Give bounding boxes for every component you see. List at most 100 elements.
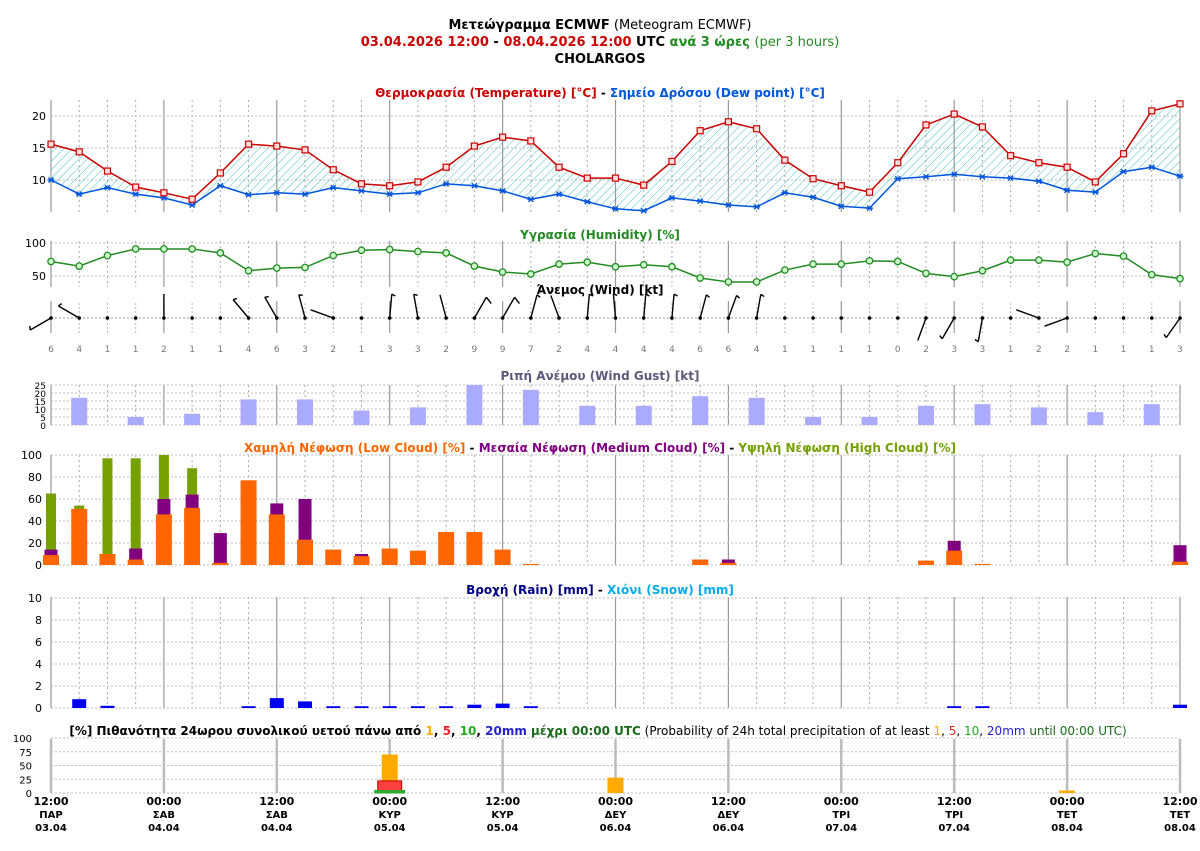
low-cloud-bar xyxy=(381,548,398,565)
dewpoint-marker-d2 xyxy=(499,187,506,194)
wind-speed-label: 1 xyxy=(867,345,873,355)
x-tick-day: ΔΕΥ xyxy=(717,810,740,821)
wind-barb xyxy=(359,316,364,320)
wind-barb xyxy=(585,293,594,320)
cloud-ytick: 20 xyxy=(28,537,42,550)
gust-bar xyxy=(635,405,652,425)
prob-title-part: [%] Πιθανότητα 24ωρου συνολικού υετού πά… xyxy=(69,724,425,738)
dewpoint-point xyxy=(527,196,535,203)
wind-station-dot xyxy=(105,316,110,320)
wind-speed-label: 1 xyxy=(105,345,111,355)
wind-speed-label: 3 xyxy=(951,345,957,355)
humidity-point xyxy=(1063,258,1071,266)
gust-ytick: 10 xyxy=(35,406,47,416)
wind-station-dot xyxy=(1149,316,1154,320)
wind-barb-flag xyxy=(939,335,943,340)
wind-barb-flag xyxy=(232,297,238,301)
dewpoint-marker-d2 xyxy=(640,207,647,214)
dewpoint-point xyxy=(894,175,902,182)
cloud-panel-title-part: Μεσαία Νέφωση (Medium Cloud) [%] xyxy=(479,441,725,455)
wind-station-dot xyxy=(811,316,815,320)
wind-barb-staff xyxy=(473,296,487,319)
temperature-point xyxy=(978,123,987,131)
temperature-point xyxy=(188,195,196,203)
temperature-point xyxy=(1148,107,1156,115)
cloud-panel-title: Χαμηλή Νέφωση (Low Cloud) [%] - Μεσαία Ν… xyxy=(244,441,956,455)
prob-title-part: , xyxy=(956,724,964,738)
dewpoint-marker-d2 xyxy=(273,189,280,196)
wind-calm-dot xyxy=(895,316,900,320)
wind-barb xyxy=(726,294,741,320)
rain-bar xyxy=(947,706,962,708)
wind-speed-label: 1 xyxy=(810,345,816,355)
wind-barb-staff xyxy=(941,317,955,340)
humidity-point xyxy=(357,246,366,255)
gust-bar xyxy=(917,405,934,425)
dewpoint-point xyxy=(837,203,845,210)
low-cloud-bar xyxy=(155,514,172,565)
dewpoint-marker-d2 xyxy=(838,203,845,210)
wind-barb xyxy=(439,294,448,320)
temperature-point xyxy=(837,182,845,190)
gust-bar xyxy=(184,413,201,425)
humidity-point xyxy=(329,251,338,260)
x-tick-time: 12:00 xyxy=(1162,795,1197,808)
interval-greek: ανά 3 ώρες xyxy=(669,35,750,50)
wind-barb-staff xyxy=(413,294,419,319)
rain-bar xyxy=(354,706,369,708)
dewpoint-point xyxy=(668,194,676,201)
dewpoint-marker-d2 xyxy=(979,173,986,180)
dewpoint-point xyxy=(781,189,789,196)
wind-station-dot xyxy=(1121,316,1126,320)
wind-barb xyxy=(413,293,420,320)
wind-speed-label: 7 xyxy=(528,345,534,355)
gust-ytick: 20 xyxy=(35,390,47,400)
wind-speed-label: 4 xyxy=(669,345,675,355)
x-tick-day: ΤΡΙ xyxy=(945,810,963,821)
wind-speed-label: 9 xyxy=(500,345,506,355)
low-cloud-bar xyxy=(438,532,455,565)
humidity-point xyxy=(696,274,705,282)
x-tick-day: ΠΑΡ xyxy=(39,810,62,821)
rain-bar xyxy=(410,706,425,708)
dewpoint-marker-d2 xyxy=(1120,168,1127,175)
cloud-panel-title-part: - xyxy=(465,441,478,455)
temperature-point xyxy=(1035,159,1043,167)
prob-title-part: (Probability of 24h total precipitation … xyxy=(641,724,934,738)
wind-barb xyxy=(917,316,928,341)
rain-ytick: 8 xyxy=(35,614,42,627)
dewpoint-point xyxy=(809,194,817,201)
dewpoint-marker-d2 xyxy=(104,184,111,191)
dewpoint-point xyxy=(273,189,281,196)
dewpoint-point xyxy=(950,171,958,178)
wind-barb-flag xyxy=(413,293,418,296)
x-tick-time: 00:00 xyxy=(146,795,181,808)
rain-bar xyxy=(467,704,482,708)
dewpoint-marker-d2 xyxy=(1148,164,1155,171)
dewpoint-point xyxy=(1063,187,1071,194)
wind-speed-label: 1 xyxy=(1121,345,1127,355)
gust-ytick: 0 xyxy=(40,422,46,432)
dewpoint-marker-d2 xyxy=(386,191,393,198)
temperature-point xyxy=(301,146,309,154)
wind-barb-staff xyxy=(530,294,538,319)
x-tick-date: 08.04 xyxy=(1051,823,1083,834)
dewpoint-point xyxy=(47,177,55,183)
temperature-point xyxy=(527,137,535,145)
wind-station-dot xyxy=(359,316,364,320)
low-cloud-bar xyxy=(409,550,426,565)
temperature-point xyxy=(1091,178,1099,186)
rain-ytick: 4 xyxy=(35,658,42,671)
dewpoint-point xyxy=(555,191,563,198)
x-tick-day: ΣΑΒ xyxy=(153,810,175,821)
temp-ytick: 20 xyxy=(32,110,46,123)
humidity-point xyxy=(583,258,592,266)
x-tick-day: ΚΥΡ xyxy=(491,810,513,821)
dewpoint-marker-d2 xyxy=(217,182,224,189)
low-cloud-bar xyxy=(325,549,342,565)
x-tick-date: 06.04 xyxy=(600,823,632,834)
low-cloud-bar xyxy=(917,560,934,565)
temperature-point xyxy=(922,121,930,129)
wind-barb xyxy=(472,296,492,320)
low-cloud-bar xyxy=(99,554,116,565)
